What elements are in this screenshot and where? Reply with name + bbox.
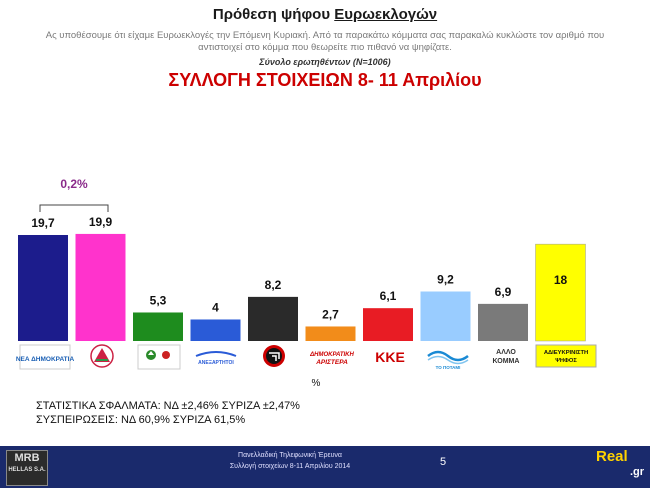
logo-kke: ΚΚΕ xyxy=(375,349,405,365)
footer-line-2: Συλλογή στοιχείων 8-11 Απριλίου 2014 xyxy=(229,463,351,470)
bar-4 xyxy=(248,296,298,341)
page-number: 5 xyxy=(440,456,447,468)
logo-adie-text-1: ΑΔΙΕΥΚΡΙΝΙΣΤΗ xyxy=(544,350,588,356)
real-logo-text: Real xyxy=(596,448,628,465)
real-gr-logo: Real .gr xyxy=(596,448,648,486)
title-text: Πρόθεση ψήφου xyxy=(212,6,331,23)
value-label-1: 19,9 xyxy=(89,215,113,229)
logo-dimar-text-2: ΑΡΙΣΤΕΡΑ xyxy=(315,359,348,366)
value-label-8: 6,9 xyxy=(495,285,512,299)
bar-7 xyxy=(420,291,471,341)
logo-dimar: ΔΗΜΟΚΡΑΤΙΚΗ ΑΡΙΣΤΕΡΑ xyxy=(309,352,354,366)
bar-2 xyxy=(133,312,183,341)
bar-5 xyxy=(305,326,356,341)
sample-size: Σύνολο ερωτηθέντων (N=1006) xyxy=(259,57,391,67)
difference-bracket: 0,2% xyxy=(39,177,109,212)
bars-group xyxy=(18,233,586,342)
bar-9 xyxy=(535,243,586,342)
intro-text: Ας υποθέσουμε ότι είχαμε Ευρωεκλογές την… xyxy=(45,30,605,53)
logo-allo: ΑΛΛΟ ΚΟΜΜΑ xyxy=(493,349,520,365)
bar-6 xyxy=(363,308,413,341)
bar-chart: 19,7 19,9 5,3 4 8,2 2,7 6,1 9,2 6,9 18 0,2% ΝΕΑ Δ… xyxy=(16,177,597,389)
logo-anel-text: ΑΝΕΞΑΡΤΗΤΟΙ xyxy=(198,360,234,366)
bar-0 xyxy=(18,234,68,341)
difference-label: 0,2% xyxy=(60,177,88,191)
page-title: Πρόθεση ψήφου Ευρωεκλογών xyxy=(0,6,650,23)
mrb-logo: MRB HELLAS S.A. xyxy=(6,450,48,486)
logo-nd: ΝΕΑ ΔΗΜΟΚΡΑΤΙΑ xyxy=(16,344,75,370)
logo-allo-text-1: ΑΛΛΟ xyxy=(496,349,516,356)
logo-adieukriniti: ΑΔΙΕΥΚΡΙΝΙΣΤΗ ΨΗΦΟΣ xyxy=(535,344,597,368)
value-label-7: 9,2 xyxy=(437,272,454,286)
bar-3 xyxy=(190,319,241,341)
value-label-4: 8,2 xyxy=(265,278,282,292)
logo-anel: ΑΝΕΞΑΡΤΗΤΟΙ xyxy=(195,351,237,366)
bar-1 xyxy=(75,233,126,341)
logo-potami: ΤΟ ΠΟΤΑΜΙ xyxy=(427,350,469,370)
unit-label: % xyxy=(312,378,321,389)
value-label-2: 5,3 xyxy=(150,293,167,307)
footer-bar xyxy=(0,446,650,488)
bar-8 xyxy=(478,303,528,341)
logo-allo-text-2: ΚΟΜΜΑ xyxy=(493,358,520,365)
real-logo-subtext: .gr xyxy=(629,466,644,478)
value-label-6: 6,1 xyxy=(380,289,397,303)
mrb-logo-subtext: HELLAS S.A. xyxy=(8,467,46,473)
logo-chrysi-avgi xyxy=(263,345,285,367)
logo-nd-text: ΝΕΑ ΔΗΜΟΚΡΑΤΙΑ xyxy=(16,356,75,363)
logo-dimar-text-1: ΔΗΜΟΚΡΑΤΙΚΗ xyxy=(309,352,354,358)
value-label-0: 19,7 xyxy=(31,216,55,230)
value-label-3: 4 xyxy=(212,300,219,314)
value-labels-group: 19,7 19,9 5,3 4 8,2 2,7 6,1 9,2 6,9 18 xyxy=(31,215,567,322)
logo-pasok xyxy=(137,344,181,370)
mrb-logo-text: MRB xyxy=(14,452,40,464)
logo-syriza xyxy=(90,344,114,368)
logo-potami-text: ΤΟ ΠΟΤΑΜΙ xyxy=(436,365,461,370)
logo-adie-text-2: ΨΗΦΟΣ xyxy=(555,358,577,364)
chart-subtitle: ΣΥΛΛΟΓΗ ΣΤΟΙΧΕΙΩΝ 8- 11 Απριλίου xyxy=(168,70,482,90)
title-underlined-text: Ευρωεκλογών xyxy=(334,6,438,23)
bracket-line xyxy=(39,204,109,212)
value-label-9: 18 xyxy=(554,273,568,287)
retention-note: ΣΥΣΠΕΙΡΩΣΕΙΣ: ΝΔ 60,9% ΣΥΡΙΖΑ 61,5% xyxy=(36,414,246,426)
footer-line-1: Πανελλαδική Τηλεφωνική Έρευνα xyxy=(238,452,342,459)
logo-kke-text: ΚΚΕ xyxy=(375,349,405,365)
value-label-5: 2,7 xyxy=(322,307,339,321)
statistical-errors-note: ΣΤΑΤΙΣΤΙΚΑ ΣΦΑΛΜΑΤΑ: ΝΔ ±2,46% ΣΥΡΙΖΑ ±2… xyxy=(36,400,300,412)
